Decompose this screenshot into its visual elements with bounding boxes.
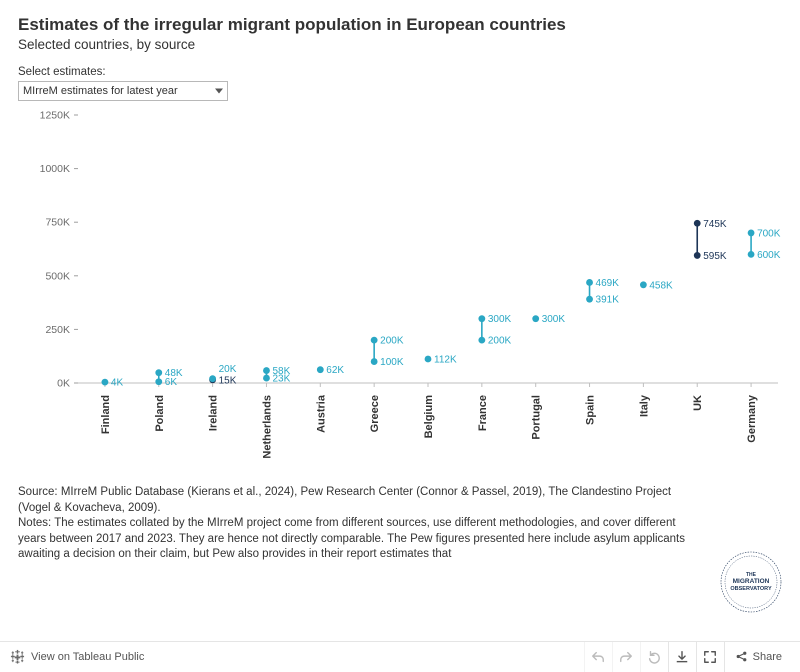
publisher-logo: THE MIGRATION OBSERVATORY	[720, 551, 782, 613]
svg-text:20K: 20K	[219, 364, 237, 375]
svg-text:750K: 750K	[45, 217, 70, 229]
svg-text:MIGRATION: MIGRATION	[733, 578, 770, 585]
tableau-icon	[10, 649, 25, 664]
tableau-footer: View on Tableau Public Share	[0, 641, 800, 671]
svg-text:Finland: Finland	[100, 395, 112, 434]
notes-text: Notes: The estimates collated by the MIr…	[18, 517, 685, 560]
svg-text:Poland: Poland	[154, 395, 166, 432]
share-label: Share	[753, 651, 782, 663]
view-on-tableau-link[interactable]: View on Tableau Public	[31, 651, 144, 663]
chart-svg: 0K250K500K750K1000K1250K4KFinland6K48KPo…	[18, 109, 782, 479]
svg-text:0K: 0K	[57, 378, 70, 390]
chart: 0K250K500K750K1000K1250K4KFinland6K48KPo…	[18, 109, 782, 479]
svg-text:OBSERVATORY: OBSERVATORY	[730, 586, 772, 592]
svg-text:595K: 595K	[703, 251, 727, 262]
svg-text:100K: 100K	[380, 357, 404, 368]
svg-text:700K: 700K	[757, 229, 781, 240]
svg-text:Italy: Italy	[638, 394, 650, 417]
svg-text:1000K: 1000K	[40, 163, 70, 175]
svg-text:200K: 200K	[380, 336, 404, 347]
svg-text:300K: 300K	[488, 314, 512, 325]
dropdown-value: MIrreM estimates for latest year	[23, 85, 178, 97]
svg-text:112K: 112K	[434, 355, 457, 366]
estimates-dropdown[interactable]: MIrreM estimates for latest year	[18, 81, 228, 101]
svg-text:Netherlands: Netherlands	[261, 395, 273, 459]
svg-text:France: France	[477, 395, 489, 431]
selector-label: Select estimates:	[18, 66, 782, 78]
svg-text:Belgium: Belgium	[423, 395, 435, 439]
svg-text:469K: 469K	[596, 278, 620, 289]
svg-text:1250K: 1250K	[40, 110, 70, 122]
svg-text:391K: 391K	[596, 295, 620, 306]
svg-text:Austria: Austria	[315, 394, 327, 433]
source-text: Source: MIrreM Public Database (Kierans …	[18, 486, 671, 514]
share-button[interactable]: Share	[724, 642, 792, 672]
svg-text:200K: 200K	[488, 336, 512, 347]
svg-text:48K: 48K	[165, 368, 183, 379]
share-icon	[735, 650, 748, 663]
svg-text:500K: 500K	[45, 271, 70, 283]
chart-title: Estimates of the irregular migrant popul…	[18, 14, 782, 35]
svg-text:Ireland: Ireland	[208, 395, 220, 431]
svg-text:Portugal: Portugal	[531, 395, 543, 440]
download-button[interactable]	[668, 642, 696, 672]
reset-button[interactable]	[640, 642, 668, 672]
chart-subtitle: Selected countries, by source	[18, 37, 782, 52]
svg-text:58K: 58K	[272, 366, 290, 377]
redo-button[interactable]	[612, 642, 640, 672]
svg-text:600K: 600K	[757, 250, 781, 261]
svg-text:Spain: Spain	[585, 395, 597, 425]
svg-text:62K: 62K	[326, 365, 344, 376]
svg-text:458K: 458K	[649, 281, 673, 292]
svg-text:300K: 300K	[542, 314, 566, 325]
svg-text:Germany: Germany	[746, 394, 758, 443]
svg-text:250K: 250K	[45, 324, 70, 336]
svg-text:UK: UK	[692, 395, 704, 411]
svg-text:745K: 745K	[703, 219, 727, 230]
fullscreen-button[interactable]	[696, 642, 724, 672]
svg-text:15K: 15K	[219, 376, 237, 387]
svg-text:Greece: Greece	[369, 395, 381, 432]
svg-text:4K: 4K	[111, 378, 124, 389]
undo-button[interactable]	[584, 642, 612, 672]
chevron-down-icon	[215, 89, 223, 94]
